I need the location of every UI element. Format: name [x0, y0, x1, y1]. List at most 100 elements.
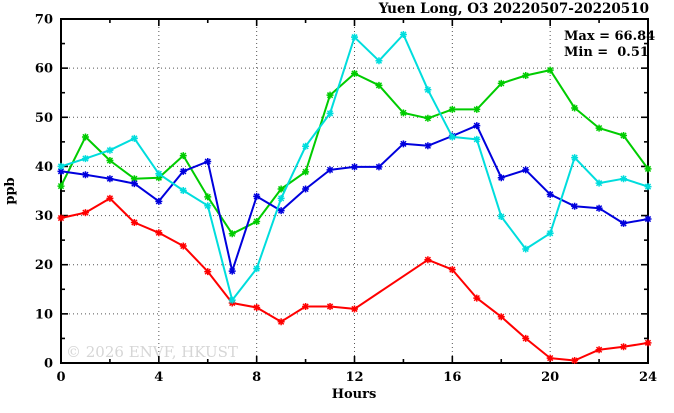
series-cyan-marker-h4: [155, 170, 163, 178]
series-cyan-marker-h5: [179, 187, 187, 195]
series-cyan-marker-h21: [571, 154, 579, 162]
series-cyan-marker-h12: [351, 33, 358, 41]
series-red-marker-h19: [522, 334, 530, 342]
y-axis-label: ppb: [3, 177, 18, 204]
tick-label-layer: 0 4 8 12 16 20 24 0 10 20 30 40 50 60 70: [35, 13, 657, 386]
x-tick-label-24: 24: [639, 370, 657, 385]
series-green-marker-h1: [81, 133, 89, 141]
series-cyan-marker-h9: [277, 194, 285, 202]
series-red-marker-h23: [620, 343, 628, 351]
series-green-marker-h22: [595, 124, 603, 132]
series-green-marker-h17: [473, 105, 481, 113]
series-blue-marker-h10: [302, 185, 310, 193]
series-cyan-marker-h15: [424, 86, 432, 94]
series-green-marker-h19: [522, 72, 530, 80]
series-red-marker-h9: [277, 318, 285, 326]
series-blue-marker-h6: [204, 158, 212, 166]
series-red-marker-h16: [448, 266, 456, 274]
series-cyan-marker-h1: [81, 155, 89, 163]
series-blue-marker-h7: [228, 267, 236, 275]
series-red-marker-h1: [81, 209, 89, 217]
series-green-marker-h23: [620, 131, 628, 139]
series-blue-marker-h9: [277, 207, 285, 215]
series-blue-marker-h17: [473, 122, 481, 130]
series-green-marker-h0: [57, 182, 65, 190]
series-cyan-marker-h0: [57, 162, 65, 170]
series-green-marker-h10: [302, 168, 310, 176]
series-blue-marker-h20: [546, 190, 554, 198]
series-red-marker-h10: [302, 302, 310, 310]
series-green-marker-h14: [399, 109, 407, 117]
series-red-marker-h21: [571, 356, 579, 364]
series-blue-marker-h23: [620, 219, 628, 227]
series-red-marker-h20: [546, 354, 554, 362]
y-tick-label-60: 60: [35, 62, 53, 77]
series-blue-marker-h11: [326, 166, 334, 174]
series-red-marker-h4: [155, 229, 163, 237]
series-cyan-marker-h22: [595, 179, 603, 187]
series-green-marker-h20: [546, 66, 554, 74]
series-red-marker-h11: [326, 302, 334, 310]
series-green-marker-h8: [253, 217, 261, 225]
x-tick-label-16: 16: [443, 370, 461, 385]
series-cyan-marker-h6: [204, 202, 212, 210]
series-blue-marker-h15: [424, 142, 432, 150]
y-tick-label-30: 30: [35, 209, 53, 224]
series-cyan-marker-h24: [644, 183, 652, 191]
series-cyan-marker-h10: [302, 142, 310, 150]
frame-layer: [60, 18, 649, 364]
series-cyan-marker-h13: [375, 57, 383, 65]
series-cyan-marker-h14: [399, 31, 407, 39]
series-blue-marker-h13: [375, 163, 383, 171]
series-green-marker-h2: [106, 157, 114, 165]
series-cyan-marker-h3: [130, 134, 138, 142]
x-tick-label-0: 0: [56, 370, 65, 385]
series-cyan-marker-h2: [106, 146, 114, 154]
x-tick-label-8: 8: [252, 370, 261, 385]
series-cyan-marker-h11: [326, 109, 334, 117]
series-blue-marker-h8: [253, 192, 261, 200]
series-red-marker-h8: [253, 303, 261, 311]
series-blue-marker-h5: [179, 167, 187, 175]
min-annotation: Min = 0.51: [564, 45, 649, 60]
series-green-marker-h21: [571, 104, 579, 112]
y-tick-label-40: 40: [35, 160, 53, 175]
series-green-marker-h5: [179, 152, 187, 160]
series-green-marker-h4: [155, 174, 163, 182]
series-green-marker-h11: [326, 91, 334, 99]
series-red-marker-h15: [424, 256, 432, 264]
series-blue-marker-h21: [571, 202, 579, 210]
series-green-marker-h24: [644, 165, 652, 173]
series-blue-marker-h14: [399, 140, 407, 148]
series-cyan-marker-h17: [473, 135, 481, 143]
series-blue-marker-h4: [155, 197, 163, 205]
series-green-marker-h3: [130, 175, 138, 183]
series-cyan-marker-h18: [497, 213, 505, 221]
series-green-marker-h6: [204, 193, 212, 201]
x-tick-label-20: 20: [541, 370, 559, 385]
series-cyan-marker-h7: [228, 296, 236, 304]
max-annotation: Max = 66.84: [564, 29, 655, 44]
x-axis-label: Hours: [332, 387, 377, 402]
chart-title: Yuen Long, O3 20220507-20220510: [378, 1, 649, 17]
y-tick-label-0: 0: [44, 357, 53, 372]
series-blue-marker-h3: [130, 180, 138, 188]
y-tick-label-50: 50: [35, 111, 53, 126]
series-blue-marker-h18: [497, 174, 505, 182]
series-blue-marker-h2: [106, 175, 114, 183]
x-tick-label-12: 12: [345, 370, 363, 385]
series-cyan-marker-h16: [448, 133, 456, 141]
series-cyan-marker-h8: [253, 265, 261, 273]
series-red-marker-h0: [57, 214, 65, 222]
series-green-marker-h18: [497, 79, 505, 87]
series-blue-marker-h12: [351, 163, 358, 171]
series-blue-marker-h24: [644, 215, 652, 223]
series-blue-marker-h22: [595, 204, 603, 212]
series-red-marker-h2: [106, 194, 114, 202]
series-cyan-marker-h23: [620, 175, 628, 183]
series-red-marker-h6: [204, 268, 212, 276]
y-tick-label-20: 20: [35, 258, 53, 273]
series-blue-marker-h1: [81, 171, 89, 179]
